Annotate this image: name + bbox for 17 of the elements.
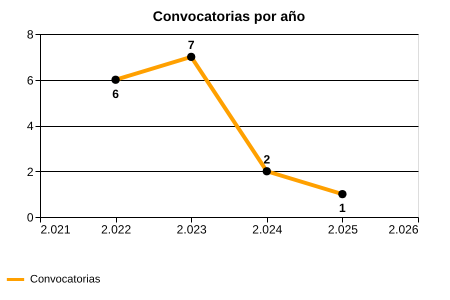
- x-tick-label: 2.021: [40, 222, 71, 236]
- x-tick-label: 2.023: [176, 222, 208, 236]
- y-tick-label: 0: [26, 210, 34, 224]
- data-label: 2: [263, 152, 270, 166]
- chart-title: Convocatorias por año: [152, 8, 306, 24]
- y-tick-label: 8: [26, 28, 34, 42]
- legend-label: Convocatorias: [30, 274, 101, 286]
- y-tick-label: 2: [26, 164, 34, 179]
- x-tick-label: 2.025: [328, 222, 358, 236]
- data-label: 7: [188, 38, 195, 52]
- y-tick-label: 6: [26, 73, 34, 88]
- data-label: 6: [112, 86, 120, 101]
- x-tick-label: 2.024: [252, 222, 283, 236]
- y-tick-label: 4: [26, 119, 34, 133]
- x-tick-label: 2.026: [388, 222, 419, 236]
- x-tick-label: 2.022: [101, 222, 132, 236]
- data-label: 1: [339, 201, 346, 216]
